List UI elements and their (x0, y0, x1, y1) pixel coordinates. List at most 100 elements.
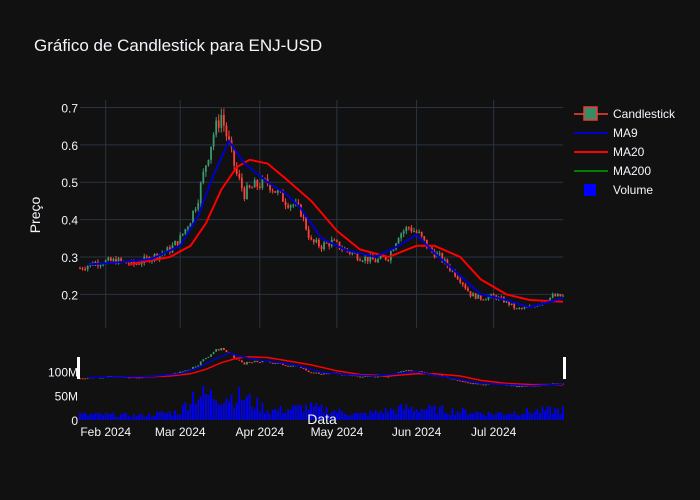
volume-bar (431, 407, 433, 420)
candle-body (518, 308, 521, 310)
volume-bar (107, 413, 110, 420)
volume-bar (274, 408, 277, 420)
volume-bar (312, 406, 315, 420)
legend-item-ma9[interactable]: MA9 (574, 126, 638, 140)
slider-candle (222, 347, 225, 351)
candle-body (359, 259, 361, 261)
slider-handle-right[interactable] (563, 357, 566, 379)
ma20-line (128, 158, 564, 303)
candle-body (420, 231, 423, 237)
volume-tick-label: 50M (55, 390, 78, 404)
volume-bar (546, 406, 549, 420)
legend-label: MA9 (613, 126, 638, 140)
volume-bar (125, 412, 128, 420)
volume-bar (515, 414, 518, 420)
volume-bar (135, 416, 138, 420)
candle-body (289, 205, 292, 208)
volume-bar (474, 411, 477, 420)
slider-candle (323, 373, 325, 375)
candle-body (559, 294, 562, 297)
volume-bar (469, 413, 472, 420)
candle-body (271, 190, 274, 192)
candle-body (243, 187, 246, 199)
slider-candle (225, 350, 228, 353)
volume-bar (382, 413, 385, 420)
slider-candle (248, 361, 251, 363)
candle-body (446, 259, 449, 267)
volume-bar (179, 414, 182, 420)
volume-bar (323, 412, 325, 420)
legend-item-volume[interactable]: Volume (584, 183, 653, 197)
volume-bar (112, 412, 115, 420)
candle-body (109, 257, 112, 261)
legend-item-candlestick[interactable]: Candlestick (574, 106, 676, 121)
y-tick-label: 0.2 (61, 288, 78, 302)
candle-body (441, 253, 444, 262)
slider-candle (410, 370, 413, 372)
slider-candle (202, 359, 205, 362)
candle-body (515, 308, 518, 310)
volume-bar (536, 409, 539, 420)
range-slider[interactable] (77, 347, 566, 388)
candle-body (371, 255, 374, 260)
candle-body (400, 233, 403, 239)
candle-body (225, 125, 228, 137)
slider-candle (207, 356, 210, 358)
candle-body (133, 260, 135, 265)
volume-bar (405, 404, 408, 420)
slider-candle (274, 362, 277, 364)
volume-bar (549, 406, 552, 420)
candle-body (79, 268, 81, 270)
candle-body (220, 114, 223, 128)
volume-bar (122, 412, 125, 420)
volume-bar (207, 394, 210, 420)
candle-body (212, 134, 215, 147)
candle-body (181, 233, 184, 236)
slider-candle (474, 383, 477, 385)
volume-bar (436, 414, 439, 420)
volume-bar (174, 410, 176, 420)
slider-candle (469, 382, 472, 384)
candle-body (549, 297, 552, 302)
candle-body (233, 147, 236, 166)
candle-body (366, 256, 369, 262)
volume-bar (392, 409, 395, 420)
volume-bar (297, 404, 300, 420)
candle-body (274, 191, 277, 193)
slider-candle (192, 366, 194, 370)
slider-handle-left[interactable] (77, 357, 80, 379)
volume-bar (102, 415, 105, 420)
volume-bar (351, 414, 354, 420)
slider-candle (523, 385, 526, 387)
y-tick-label: 0.7 (61, 101, 78, 115)
volume-bar (377, 412, 379, 420)
legend-label: MA20 (613, 145, 645, 159)
candle-body (187, 227, 189, 230)
volume-bar (407, 409, 410, 420)
volume-bar (230, 394, 233, 420)
volume-bar (220, 404, 223, 420)
candle-body (415, 231, 418, 233)
candle-body (479, 294, 482, 300)
slider-candle (356, 375, 359, 377)
volume-bar (513, 411, 516, 420)
candle-body (413, 231, 415, 233)
slider-ma9-line (87, 352, 564, 387)
volume-bar (192, 391, 194, 420)
volume-bar (531, 414, 534, 420)
legend[interactable]: Candlestick MA9 MA20 MA200 Volume (574, 106, 676, 197)
volume-bar (441, 405, 444, 420)
legend-item-ma20[interactable]: MA20 (574, 145, 645, 159)
candle-body (248, 185, 251, 188)
candle-body (282, 191, 284, 202)
volume-bar (264, 413, 266, 420)
slider-candle (302, 368, 305, 370)
volume-bar (256, 397, 259, 420)
candle-body (302, 216, 305, 218)
candle-body (351, 252, 354, 254)
volume-bar (485, 416, 487, 420)
volume-bar (438, 406, 441, 420)
candle-body (562, 295, 564, 297)
legend-item-ma200[interactable]: MA200 (574, 164, 651, 178)
